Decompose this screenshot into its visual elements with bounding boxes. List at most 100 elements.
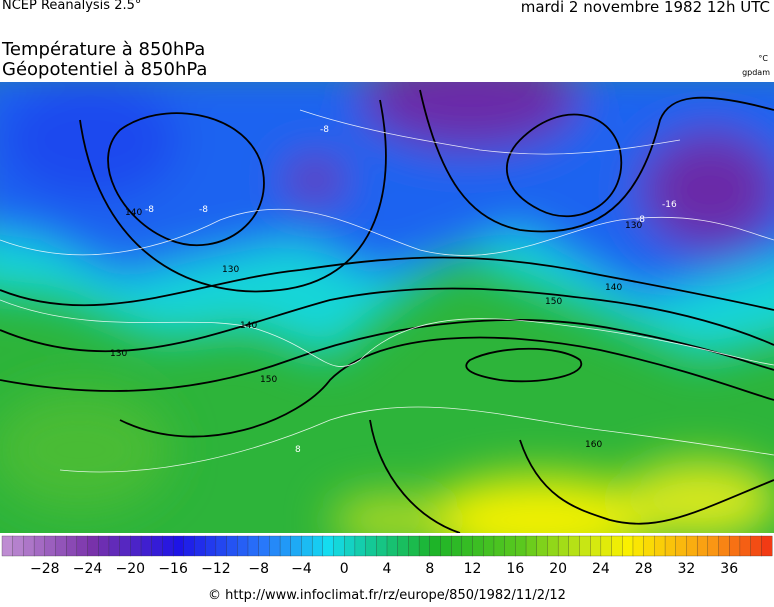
colorbar-swatch bbox=[675, 535, 687, 557]
colorbar-swatch bbox=[301, 535, 313, 557]
colorbar-swatch bbox=[418, 535, 431, 557]
colorbar-swatch bbox=[376, 535, 388, 557]
colorbar-swatch bbox=[151, 535, 163, 557]
colorbar-label: −28 bbox=[30, 561, 60, 577]
colorbar-swatch bbox=[632, 535, 645, 557]
colorbar-swatch bbox=[729, 535, 741, 557]
unit: gpdam bbox=[742, 68, 770, 77]
colorbar-swatch bbox=[718, 535, 730, 557]
colorbar-swatch bbox=[290, 535, 302, 557]
colorbar-swatch bbox=[66, 535, 78, 557]
colorbar-swatch bbox=[237, 535, 249, 557]
colorbar-swatch bbox=[333, 535, 345, 557]
contour-label: -8 bbox=[320, 125, 329, 135]
colorbar-label: 0 bbox=[340, 561, 349, 577]
colorbar-label: −16 bbox=[158, 561, 188, 577]
source: NCEP Reanalysis 2.5° bbox=[2, 0, 142, 13]
colorbar-swatch bbox=[205, 535, 217, 557]
contour-label: 150 bbox=[545, 297, 562, 307]
colorbar: −28 −24 −20 −16 −12 −8 −4 0 4 8 12 16 20 24 28 32 36 bbox=[1, 535, 773, 577]
colorbar-swatch bbox=[23, 535, 35, 557]
contour-label: 130 bbox=[625, 221, 642, 231]
colorbar-label: 8 bbox=[425, 561, 434, 577]
colorbar-swatch bbox=[664, 535, 677, 557]
colorbar-swatch bbox=[750, 535, 762, 557]
contour-label: 8 bbox=[295, 445, 301, 455]
colorbar-swatch bbox=[707, 535, 719, 557]
unit: °C bbox=[758, 54, 768, 63]
colorbar-swatch bbox=[525, 535, 538, 557]
colorbar-swatch bbox=[108, 535, 121, 557]
colorbar-swatch bbox=[600, 535, 613, 557]
colorbar-swatch bbox=[44, 535, 56, 557]
colorbar-label: −24 bbox=[73, 561, 103, 577]
date: mardi 2 novembre 1982 12h UTC bbox=[520, 0, 770, 16]
colorbar-swatch bbox=[311, 535, 324, 557]
colorbar-label: 4 bbox=[383, 561, 392, 577]
colorbar-swatch bbox=[440, 535, 452, 557]
colorbar-swatch bbox=[493, 535, 506, 557]
colorbar-swatch bbox=[322, 535, 334, 557]
colorbar-swatch bbox=[386, 535, 399, 557]
colorbar-swatch bbox=[536, 535, 548, 557]
colorbar-swatch bbox=[344, 535, 356, 557]
footer: © http://www.infoclimat.fr/rz/europe/850… bbox=[208, 588, 566, 603]
contour-label: 160 bbox=[585, 440, 602, 450]
colorbar-swatch bbox=[1, 535, 14, 557]
contour-label: 140 bbox=[240, 321, 257, 331]
colorbar-label: −4 bbox=[291, 561, 312, 577]
colorbar-label: 28 bbox=[635, 561, 653, 577]
colorbar-swatch bbox=[269, 535, 281, 557]
colorbar-swatch bbox=[504, 535, 516, 557]
colorbar-swatch bbox=[162, 535, 174, 557]
colorbar-swatch bbox=[76, 535, 89, 557]
colorbar-swatch bbox=[87, 535, 99, 557]
colorbar-swatch bbox=[140, 535, 153, 557]
colorbar-swatch bbox=[247, 535, 260, 557]
colorbar-swatch bbox=[98, 535, 110, 557]
colorbar-label: 16 bbox=[506, 561, 524, 577]
colorbar-label: 36 bbox=[720, 561, 738, 577]
colorbar-swatch bbox=[654, 535, 666, 557]
colorbar-label: 12 bbox=[464, 561, 482, 577]
colorbar-label: 20 bbox=[549, 561, 567, 577]
colorbar-swatch bbox=[33, 535, 46, 557]
contour-label: 130 bbox=[110, 349, 127, 359]
colorbar-label: −20 bbox=[116, 561, 146, 577]
colorbar-swatch bbox=[622, 535, 634, 557]
colorbar-swatch bbox=[686, 535, 698, 557]
colorbar-swatch bbox=[408, 535, 420, 557]
colorbar-swatch bbox=[130, 535, 142, 557]
colorbar-swatch bbox=[761, 535, 773, 557]
colorbar-swatch bbox=[483, 535, 495, 557]
colorbar-swatch bbox=[515, 535, 527, 557]
colorbar-swatch bbox=[579, 535, 591, 557]
colorbar-label: 24 bbox=[592, 561, 610, 577]
title-line: Température à 850hPa bbox=[2, 39, 206, 60]
geopotential-contours bbox=[0, 89, 774, 533]
colorbar-swatch bbox=[557, 535, 570, 557]
colorbar-swatch bbox=[119, 535, 131, 557]
colorbar-swatch bbox=[547, 535, 559, 557]
colorbar-swatch bbox=[226, 535, 238, 557]
colorbar-swatch bbox=[354, 535, 367, 557]
temperature-contours bbox=[0, 109, 774, 473]
colorbar-swatch bbox=[183, 535, 195, 557]
contour-label: -8 bbox=[145, 205, 154, 215]
colorbar-swatch bbox=[172, 535, 185, 557]
colorbar-swatch bbox=[397, 535, 409, 557]
colorbar-swatch bbox=[461, 535, 474, 557]
contour-label: -8 bbox=[199, 205, 208, 215]
colorbar-label: 32 bbox=[678, 561, 696, 577]
colorbar-swatch bbox=[611, 535, 623, 557]
colorbar-label: −12 bbox=[201, 561, 231, 577]
colorbar-swatch bbox=[739, 535, 752, 557]
contour-label: 140 bbox=[125, 208, 142, 218]
colorbar-swatch bbox=[451, 535, 463, 557]
colorbar-swatch bbox=[194, 535, 206, 557]
colorbar-swatch bbox=[696, 535, 709, 557]
colorbar-swatch bbox=[643, 535, 655, 557]
